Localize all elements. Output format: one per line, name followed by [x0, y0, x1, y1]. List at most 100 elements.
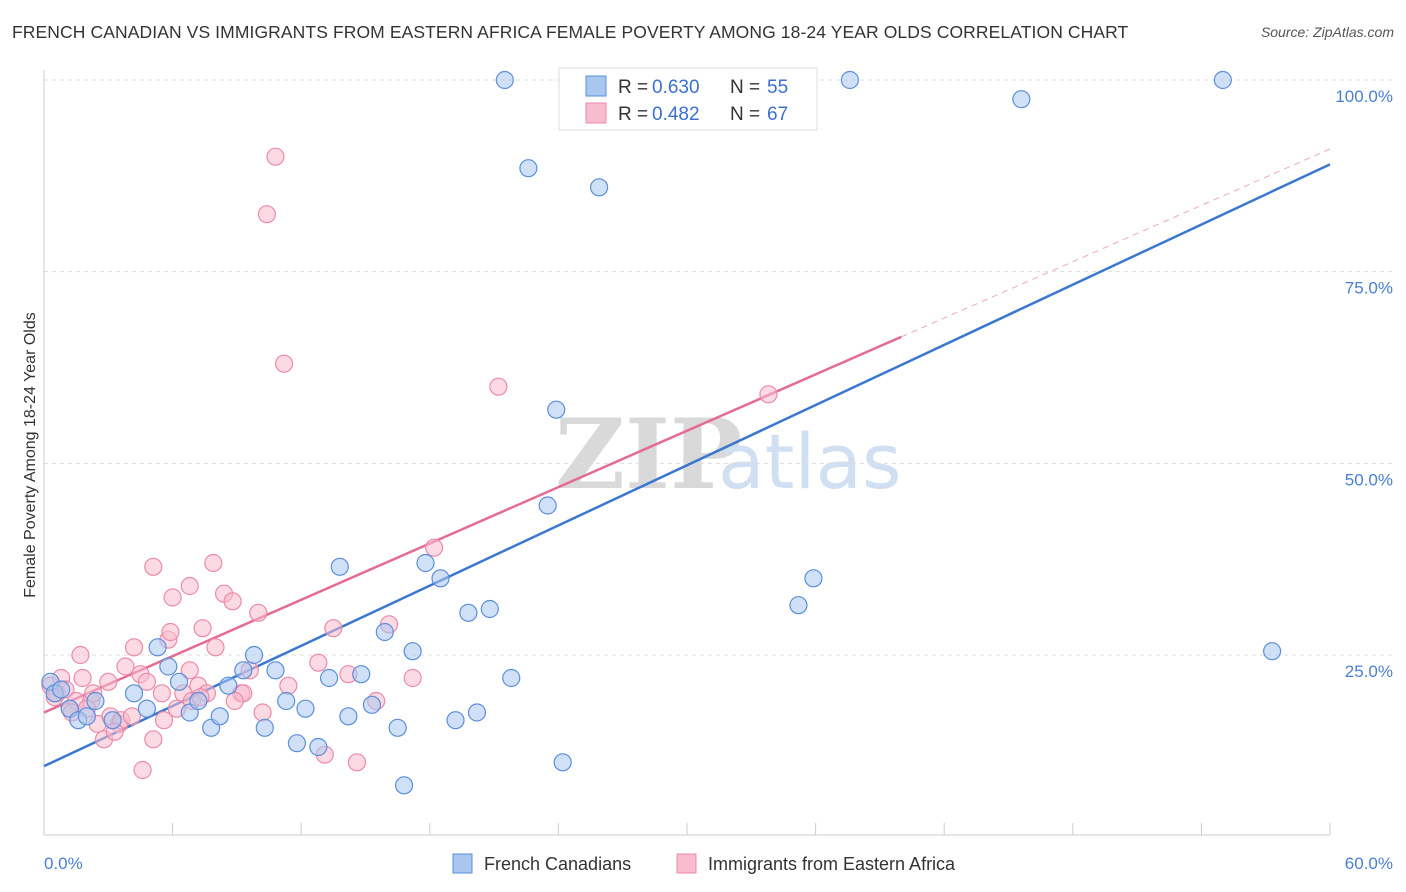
data-point-blue [339, 707, 358, 726]
data-point-blue [210, 707, 229, 726]
data-point-pink [225, 691, 244, 711]
data-point-pink [116, 657, 135, 676]
data-point-blue [1263, 642, 1282, 661]
data-point-pink [223, 592, 242, 611]
legend-r-label: R = [618, 77, 648, 98]
data-point-pink [309, 653, 328, 672]
bottom-legend-swatch-eastern-africa [676, 853, 697, 874]
data-point-blue [103, 711, 122, 730]
data-point-pink [124, 638, 144, 657]
data-point-blue [362, 695, 382, 714]
data-point-blue [277, 691, 296, 711]
chart-title: FRENCH CANADIAN VS IMMIGRANTS FROM EASTE… [12, 22, 1129, 42]
data-point-blue [169, 672, 189, 691]
axes [43, 70, 1331, 836]
bottom-legend: French Canadians Immigrants from Eastern… [452, 853, 956, 874]
data-point-pink [71, 645, 90, 665]
data-point-blue [416, 553, 435, 573]
legend-box: R = 0.630 N = 55 R = 0.482 N = 67 [558, 67, 818, 131]
watermark-zip: ZIP [555, 398, 742, 511]
data-point-pink [347, 753, 367, 772]
y-tick-label: 75.0% [1345, 279, 1393, 298]
data-point-pink [161, 622, 180, 642]
data-point-blue [375, 622, 394, 642]
data-point-blue [189, 691, 208, 711]
legend-r-value-eastern-africa: 0.482 [652, 104, 700, 125]
data-point-pink [266, 147, 285, 166]
data-point-blue [319, 668, 339, 688]
source-credit: Source: ZipAtlas.com [1260, 24, 1394, 40]
data-point-blue [388, 718, 407, 737]
data-point-blue [538, 496, 557, 515]
legend-n-value-french-canadians: 55 [767, 77, 788, 98]
data-point-pink [152, 684, 171, 703]
data-point-pink [759, 385, 778, 404]
data-point-blue [495, 70, 514, 90]
data-point-pink [257, 205, 277, 224]
data-point-pink [324, 619, 343, 638]
data-point-pink [193, 619, 212, 638]
data-point-blue [547, 400, 566, 419]
data-point-pink [180, 661, 199, 680]
legend-r-label: R = [618, 104, 648, 125]
legend-n-value-eastern-africa: 67 [767, 104, 788, 125]
trend-line-pink [43, 335, 902, 714]
data-point-blue [255, 718, 274, 737]
y-tick-label: 50.0% [1345, 470, 1393, 489]
gridlines [44, 79, 1392, 656]
data-point-pink [144, 557, 163, 576]
data-point-blue [804, 569, 823, 588]
data-point-blue [459, 603, 478, 622]
data-point-blue [553, 753, 572, 772]
data-points [41, 70, 1282, 795]
data-point-blue [159, 657, 178, 676]
y-tick-label: 100.0% [1335, 87, 1393, 106]
bottom-legend-label-eastern-africa: Immigrants from Eastern Africa [708, 854, 956, 874]
data-point-pink [133, 760, 152, 780]
data-point-pink [180, 576, 199, 596]
data-point-blue [137, 699, 156, 718]
data-point-pink [253, 703, 272, 722]
data-point-blue [519, 159, 538, 178]
data-point-blue [77, 707, 96, 726]
legend-n-label: N = [730, 104, 760, 125]
data-point-pink [206, 638, 225, 657]
data-point-pink [144, 730, 163, 749]
data-point-blue [403, 642, 422, 661]
data-point-blue [480, 599, 499, 619]
data-point-blue [244, 645, 264, 665]
bottom-legend-label-french-canadians: French Canadians [484, 854, 631, 874]
data-point-pink [403, 668, 422, 688]
legend-swatch-french-canadians [585, 75, 607, 97]
y-tick-labels: 25.0% 50.0% 75.0% 100.0% [1335, 87, 1393, 681]
data-point-blue [394, 776, 414, 795]
data-point-blue [86, 691, 105, 711]
data-point-blue [266, 661, 285, 680]
trend-extension-pink [901, 148, 1331, 338]
data-point-pink [279, 676, 298, 695]
data-point-blue [287, 734, 307, 753]
data-point-blue [219, 676, 238, 695]
data-point-blue [148, 638, 167, 657]
x-tick-label: 60.0% [1345, 854, 1393, 873]
data-point-blue [467, 703, 487, 722]
data-point-blue [52, 680, 71, 699]
legend-swatch-eastern-africa [585, 102, 607, 124]
data-point-blue [234, 661, 253, 680]
data-point-blue [789, 596, 808, 615]
data-point-pink [163, 588, 182, 607]
data-point-pink [489, 377, 508, 396]
data-point-blue [1012, 90, 1031, 109]
watermark: ZIP atlas [555, 398, 902, 511]
data-point-blue [502, 668, 521, 688]
data-point-blue [352, 665, 371, 684]
data-point-blue [1213, 70, 1232, 90]
data-point-blue [431, 569, 450, 588]
data-point-blue [296, 699, 315, 718]
data-point-pink [137, 672, 156, 691]
legend-r-value-french-canadians: 0.630 [652, 77, 700, 98]
x-tick-label: 0.0% [44, 854, 83, 873]
bottom-legend-swatch-french-canadians [452, 853, 473, 874]
y-tick-label: 25.0% [1345, 662, 1393, 681]
